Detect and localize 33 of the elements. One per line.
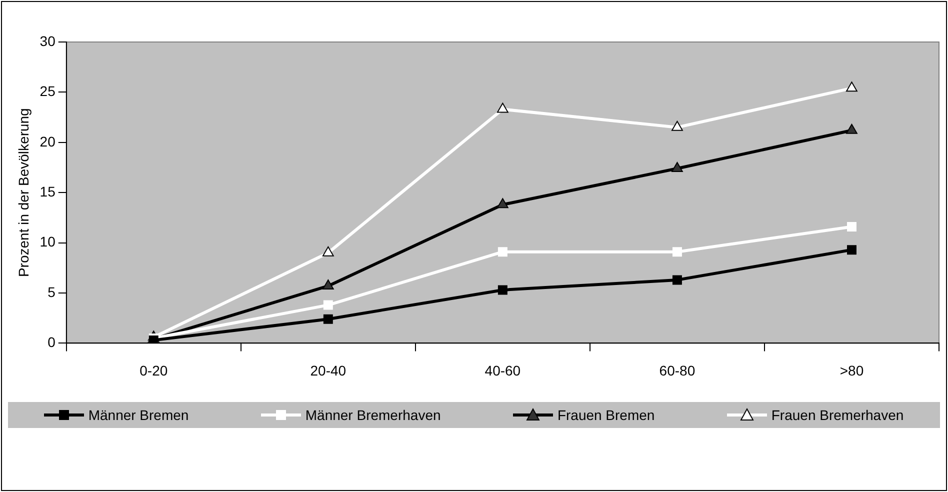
- y-tick-label: 15: [40, 183, 56, 200]
- legend-label: Frauen Bremerhaven: [771, 407, 904, 423]
- legend-label: Männer Bremen: [88, 407, 189, 423]
- y-tick-label: 10: [40, 234, 56, 250]
- y-tick-label: 5: [48, 284, 56, 300]
- point: [672, 247, 682, 257]
- point: [498, 285, 508, 295]
- point: [672, 162, 683, 172]
- x-tick-label: 0-20: [140, 362, 168, 378]
- x-tick-label: >80: [840, 362, 864, 378]
- y-tick-label: 20: [40, 133, 56, 150]
- y-tick-label: 0: [48, 334, 56, 350]
- point: [846, 124, 858, 134]
- point: [498, 247, 508, 257]
- y-tick-label: 30: [40, 32, 56, 49]
- point: [672, 275, 682, 285]
- x-tick-label: 60-80: [659, 362, 696, 378]
- point: [496, 198, 508, 208]
- x-tick-label: 40-60: [484, 362, 521, 378]
- y-tick-label: 25: [40, 83, 56, 100]
- point: [323, 314, 333, 324]
- point: [846, 222, 856, 232]
- point: [846, 245, 856, 255]
- legend-label: Männer Bremerhaven: [305, 407, 441, 423]
- legend-label: Frauen Bremen: [557, 407, 655, 423]
- x-tick-label: 20-40: [310, 362, 346, 378]
- point: [322, 279, 334, 290]
- point: [496, 102, 508, 113]
- point: [672, 120, 683, 131]
- point: [846, 82, 858, 92]
- point: [322, 246, 334, 256]
- point: [323, 300, 333, 310]
- y-axis-title: Prozent in der Bevölkerung: [15, 108, 32, 278]
